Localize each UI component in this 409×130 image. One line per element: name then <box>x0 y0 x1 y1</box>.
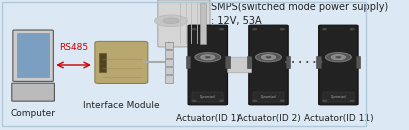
Bar <box>322 92 353 102</box>
Circle shape <box>252 100 256 102</box>
Circle shape <box>191 28 196 30</box>
FancyBboxPatch shape <box>157 0 209 47</box>
Circle shape <box>194 53 220 62</box>
Circle shape <box>330 55 345 60</box>
FancyBboxPatch shape <box>13 30 53 81</box>
Circle shape <box>252 28 256 30</box>
FancyBboxPatch shape <box>248 25 288 105</box>
Text: Computer: Computer <box>11 109 56 118</box>
FancyBboxPatch shape <box>188 25 227 105</box>
Circle shape <box>219 28 223 30</box>
Circle shape <box>205 56 210 58</box>
Bar <box>165 42 173 49</box>
Text: Dynamixel: Dynamixel <box>260 95 276 99</box>
Bar <box>192 92 223 102</box>
FancyBboxPatch shape <box>94 41 148 83</box>
Bar <box>99 53 106 72</box>
Circle shape <box>349 100 353 102</box>
FancyBboxPatch shape <box>12 83 54 101</box>
Text: : 12V, 53A: : 12V, 53A <box>211 16 261 26</box>
Text: SMPS(switched mode power supply): SMPS(switched mode power supply) <box>211 2 388 11</box>
Bar <box>165 67 173 74</box>
FancyBboxPatch shape <box>17 33 49 77</box>
Text: Actuator(ID 1): Actuator(ID 1) <box>175 114 239 123</box>
Circle shape <box>349 28 353 30</box>
Text: Actuator(ID 11): Actuator(ID 11) <box>303 114 372 123</box>
Circle shape <box>154 15 187 27</box>
Bar <box>285 56 290 68</box>
Circle shape <box>321 28 326 30</box>
Bar <box>316 56 320 68</box>
Circle shape <box>265 56 270 58</box>
FancyBboxPatch shape <box>227 57 251 73</box>
Circle shape <box>325 53 351 62</box>
Bar <box>246 56 250 68</box>
Bar <box>165 50 173 58</box>
Text: Dynamixel: Dynamixel <box>330 95 346 99</box>
Circle shape <box>321 100 326 102</box>
Circle shape <box>191 100 196 102</box>
Bar <box>252 92 283 102</box>
Bar <box>185 56 190 68</box>
Text: RS485: RS485 <box>59 43 88 52</box>
Circle shape <box>219 100 223 102</box>
Circle shape <box>279 28 284 30</box>
Bar <box>165 59 173 66</box>
Circle shape <box>261 55 275 60</box>
Text: . . . . . .: . . . . . . <box>283 55 322 65</box>
FancyBboxPatch shape <box>318 25 357 105</box>
Circle shape <box>279 100 284 102</box>
Bar <box>199 3 206 44</box>
Text: Actuator(ID 2): Actuator(ID 2) <box>236 114 300 123</box>
Bar <box>225 56 229 68</box>
Text: Interface Module: Interface Module <box>83 101 159 110</box>
Text: Dynamixel: Dynamixel <box>199 95 215 99</box>
Bar <box>165 75 173 83</box>
Circle shape <box>255 53 281 62</box>
Circle shape <box>335 56 340 58</box>
Circle shape <box>200 55 214 60</box>
Bar <box>355 56 360 68</box>
Circle shape <box>162 18 179 24</box>
